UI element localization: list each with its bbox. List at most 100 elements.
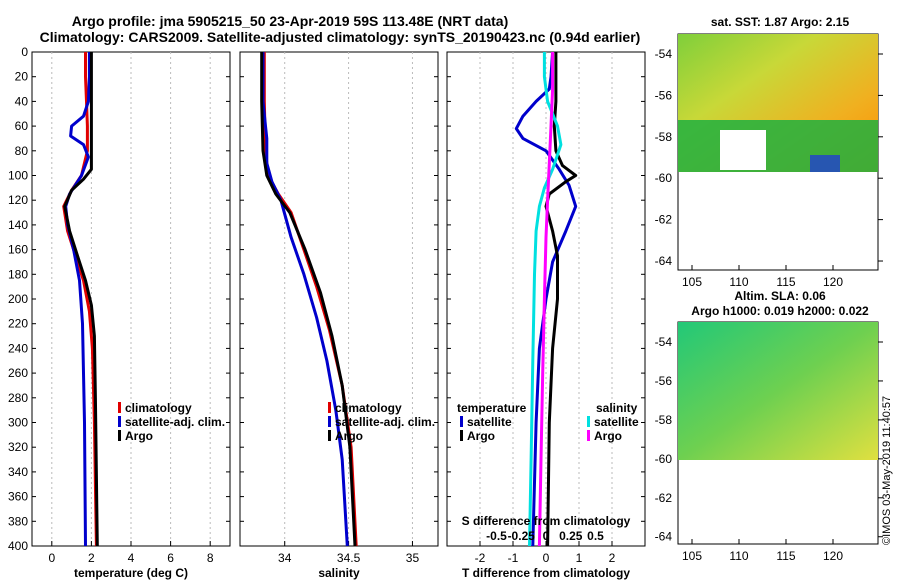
salinity-panel: 34 34.5 35 salinity climatologysatellite-adj… xyxy=(239,51,439,580)
depth-tick-label: 160 xyxy=(8,243,28,257)
temperature-legend-swatch xyxy=(118,430,121,441)
map-lat-label: -60 xyxy=(655,452,673,466)
differences-xlabel: T difference from climatology xyxy=(462,566,630,580)
sst-map-title: sat. SST: 1.87 Argo: 2.15 xyxy=(711,15,850,29)
diff-temperature-legend-label: satellite xyxy=(467,415,512,429)
temperature-xtick-label: 6 xyxy=(167,551,174,565)
temperature-xlabel: temperature (deg C) xyxy=(74,566,188,580)
depth-tick-label: 220 xyxy=(8,317,28,331)
temperature-xtick-label: 2 xyxy=(88,551,95,565)
salinity-legend-label: Argo xyxy=(335,429,363,443)
diff-legend-salinity-title: salinity xyxy=(596,401,638,415)
salinity-plot-frame xyxy=(239,51,439,547)
differences-xtick-label: 1 xyxy=(576,551,583,565)
timestamp-watermark: ©IMOS 03-May-2019 11:40:57 xyxy=(881,396,893,545)
salinity-legend-label: satellite-adj. clim. xyxy=(335,415,435,429)
map-lat-label: -58 xyxy=(655,413,673,427)
diff-salinity-legend-swatch xyxy=(587,430,590,441)
s-difference-label: S difference from climatology xyxy=(462,514,631,528)
salinity-legend-swatch xyxy=(328,416,331,427)
depth-tick-label: 60 xyxy=(15,119,29,133)
diff-salinity-legend-label: Argo xyxy=(594,429,622,443)
depth-tick-label: 400 xyxy=(8,539,28,553)
temperature-legend-label: climatology xyxy=(125,401,192,415)
map-lat-label: -64 xyxy=(655,530,673,544)
map-lat-label: -56 xyxy=(655,374,673,388)
diff-temperature-legend-swatch xyxy=(460,416,463,427)
map-lon-label: 115 xyxy=(776,275,795,289)
s-difference-tick-label: -0.5 xyxy=(486,529,507,543)
diff-salinity-legend-label: satellite xyxy=(594,415,639,429)
differences-xtick-label: 2 xyxy=(609,551,616,565)
map-lon-label: 105 xyxy=(682,549,702,563)
sla-map-title-1: Altim. SLA: 0.06 xyxy=(734,289,826,303)
differences-series-argo-temperature- xyxy=(544,52,578,547)
temperature-xtick-label: 0 xyxy=(48,551,55,565)
depth-tick-label: 20 xyxy=(15,70,29,84)
temperature-legend-swatch xyxy=(118,402,121,413)
salinity-legend-label: climatology xyxy=(335,401,402,415)
diff-salinity-legend-swatch xyxy=(587,416,590,427)
depth-tick-label: 380 xyxy=(8,514,28,528)
sst-cold-band xyxy=(678,120,878,172)
map-lon-label: 110 xyxy=(729,275,748,289)
depth-tick-label: 0 xyxy=(21,45,28,59)
salinity-xtick-label: 35 xyxy=(406,551,420,565)
map-lat-label: -56 xyxy=(655,88,673,102)
diff-legend-temperature-title: temperature xyxy=(457,401,527,415)
depth-tick-label: 300 xyxy=(8,416,28,430)
temperature-legend-swatch xyxy=(118,416,121,427)
title-line-1: Argo profile: jma 5905215_50 23-Apr-2019… xyxy=(72,13,509,29)
map-lat-label: -60 xyxy=(655,171,673,185)
depth-tick-label: 120 xyxy=(8,193,28,207)
differences-series-argo-salinity- xyxy=(537,52,555,547)
depth-tick-label: 180 xyxy=(8,267,28,281)
map-lat-label: -62 xyxy=(655,491,673,505)
diff-temperature-legend-swatch xyxy=(460,430,463,441)
depth-tick-label: 360 xyxy=(8,490,28,504)
sla-map-title-2: Argo h1000: 0.019 h2000: 0.022 xyxy=(691,304,869,318)
salinity-xtick-label: 34 xyxy=(278,551,292,565)
differences-xtick-label: 0 xyxy=(543,551,550,565)
map-lat-label: -58 xyxy=(655,130,673,144)
temperature-xtick-label: 4 xyxy=(128,551,135,565)
salinity-xtick-label: 34.5 xyxy=(337,551,361,565)
depth-tick-label: 340 xyxy=(8,465,28,479)
s-difference-tick-label: -0.25 xyxy=(508,529,536,543)
difference-panel: -2 -1 0 1 2T difference from climatology temp… xyxy=(446,51,646,580)
depth-tick-label: 260 xyxy=(8,366,28,380)
sla-map: -54 -56 -58 -60 -62 -64 105 110 115 120 xyxy=(655,321,883,563)
depth-tick-label: 320 xyxy=(8,440,28,454)
map-lon-label: 115 xyxy=(776,549,795,563)
map-lat-label: -62 xyxy=(655,213,673,227)
map-lon-label: 120 xyxy=(823,549,843,563)
differences-xtick-label: -2 xyxy=(475,551,486,565)
temperature-xtick-label: 8 xyxy=(207,551,214,565)
sla-map-field xyxy=(678,322,878,460)
sst-land-mask xyxy=(720,130,766,170)
s-difference-tick-label: 0.5 xyxy=(587,529,604,543)
salinity-legend-swatch xyxy=(328,402,331,413)
differences-xtick-label: -1 xyxy=(508,551,519,565)
map-lat-label: -54 xyxy=(655,335,673,349)
diff-temperature-legend-label: Argo xyxy=(467,429,495,443)
depth-tick-label: 280 xyxy=(8,391,28,405)
s-difference-tick-label: 0.25 xyxy=(559,529,583,543)
map-lat-label: -54 xyxy=(655,47,673,61)
temperature-legend-label: satellite-adj. clim. xyxy=(125,415,225,429)
temperature-series-argo xyxy=(63,52,99,547)
salinity-series-argo xyxy=(260,52,357,547)
salinity-xlabel: salinity xyxy=(318,566,360,580)
differences-series-satellite-salinity- xyxy=(528,52,563,547)
depth-tick-label: 200 xyxy=(8,292,28,306)
salinity-legend-swatch xyxy=(328,430,331,441)
title-line-2: Climatology: CARS2009. Satellite-adjuste… xyxy=(40,29,641,45)
sst-map: -54 -56 -58 -60 -62 -64 105 110 115 120 xyxy=(655,33,883,289)
depth-tick-label: 140 xyxy=(8,218,28,232)
map-lon-label: 120 xyxy=(823,275,843,289)
depth-tick-label: 40 xyxy=(15,94,29,108)
temperature-legend-label: Argo xyxy=(125,429,153,443)
sst-cold-spot xyxy=(810,155,840,172)
temperature-panel: 0 2 4 6 802040608010012014016018020022024026… xyxy=(8,45,231,580)
